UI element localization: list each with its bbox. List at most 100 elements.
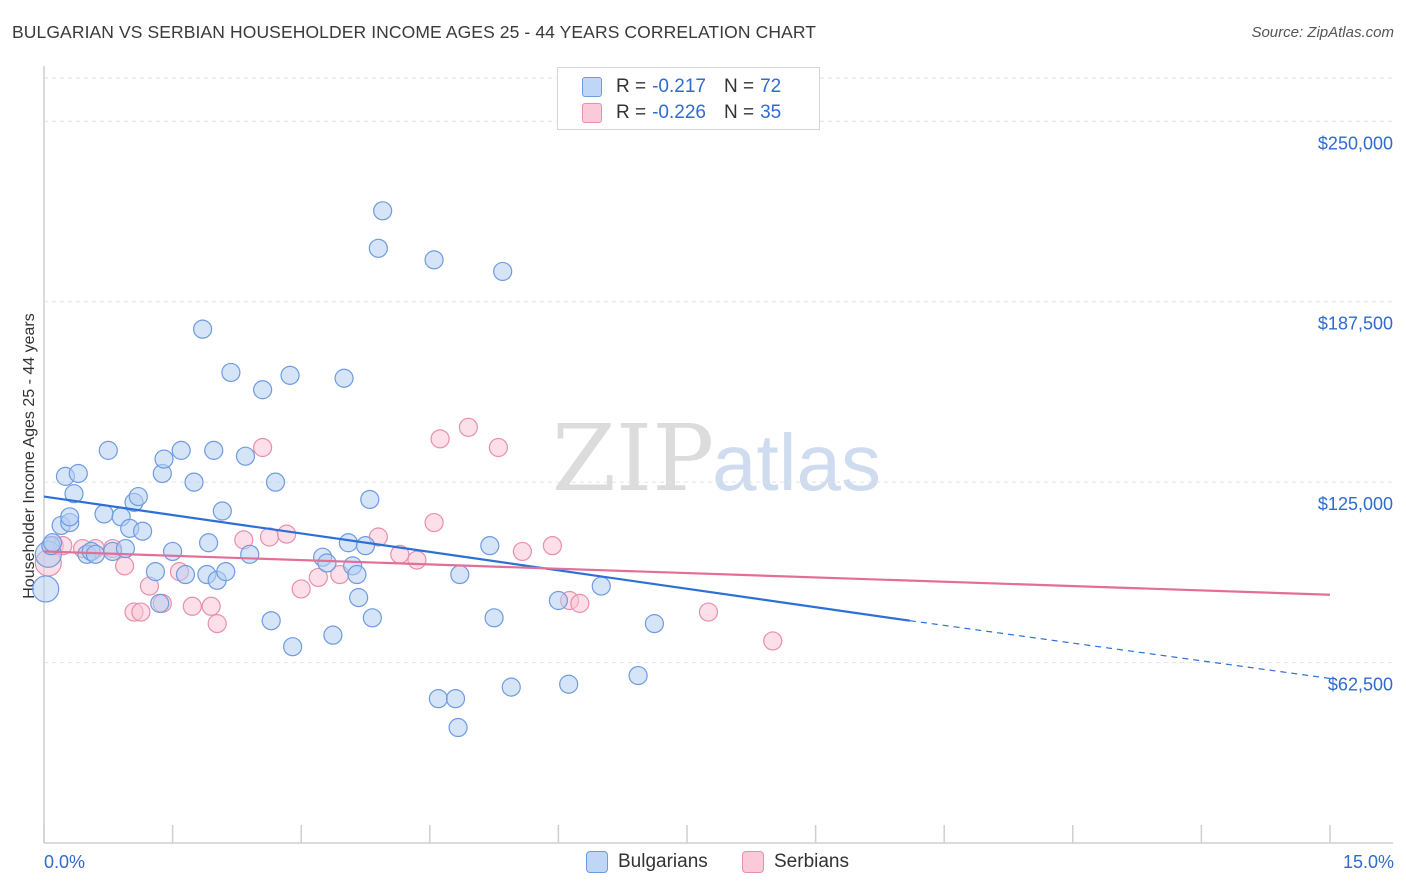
n-label: N = xyxy=(723,102,755,123)
bulgarian-point xyxy=(323,625,343,645)
bulgarian-point xyxy=(445,689,466,709)
axes xyxy=(43,66,1393,844)
bulgarian-point xyxy=(424,250,444,270)
bulgarian-point xyxy=(283,637,303,657)
serbian-swatch xyxy=(742,851,764,873)
bulgarian-point xyxy=(448,717,468,738)
bulgarian-point xyxy=(355,536,376,556)
source-label: Source: ZipAtlas.com xyxy=(1251,24,1394,41)
bulgarian-point xyxy=(68,463,88,484)
bulgarian-point xyxy=(132,521,153,541)
trend-lines xyxy=(43,495,1331,680)
y-tick-label: $125,000 xyxy=(1318,494,1393,514)
bulgarian-point xyxy=(42,533,63,553)
legend-row-serbians: R = -0.226 N = 35 xyxy=(582,100,781,126)
bulgarian-point xyxy=(644,614,665,634)
bulgarian-point xyxy=(559,674,579,694)
serbian-point xyxy=(488,437,508,458)
legend-item-serbians: Serbians xyxy=(742,851,849,873)
bulgarian-point xyxy=(347,564,367,585)
legend-item-bulgarians: Bulgarians xyxy=(586,851,708,873)
bulgarian-point xyxy=(199,533,219,553)
bulgarian-point xyxy=(212,501,232,521)
bulgarian-point xyxy=(591,576,611,596)
serbian-point xyxy=(512,541,532,562)
bulgarian-trend-extension xyxy=(909,620,1331,680)
serbian-trend-line xyxy=(43,550,1331,596)
bulgarian-point xyxy=(175,564,196,585)
bulgarian-point xyxy=(240,544,260,564)
bulgarian-point xyxy=(368,238,388,258)
y-tick-labels: $62,500 $125,000 $187,500 $250,000 xyxy=(1318,133,1393,694)
bulgarian-point xyxy=(265,472,286,492)
bulgarian-point xyxy=(154,449,174,469)
bulgarian-point xyxy=(349,588,369,608)
bulgarian-point xyxy=(94,504,114,524)
bulgarian-point xyxy=(334,368,354,388)
y-tick-label: $62,500 xyxy=(1328,675,1393,695)
bulgarian-point xyxy=(221,362,241,383)
bulgarian-point xyxy=(171,440,191,460)
serbian-point xyxy=(698,602,719,622)
bulgarian-point xyxy=(373,201,393,221)
bulgarian-trend-line xyxy=(43,495,911,622)
serbian-point xyxy=(407,550,427,570)
bulgarian-point xyxy=(548,590,569,611)
bulgarian-swatch xyxy=(586,851,608,873)
serbian-point xyxy=(424,512,444,533)
n-value-serbians: 35 xyxy=(760,102,782,123)
serbian-point xyxy=(430,429,450,449)
legend-row-bulgarians: R = -0.217 N = 72 xyxy=(582,74,781,100)
bulgarian-point xyxy=(362,608,382,628)
serbian-point xyxy=(253,437,273,458)
bulgarian-point xyxy=(280,365,300,385)
watermark-atlas: atlas xyxy=(712,418,881,507)
series-legend: Bulgarians Serbians xyxy=(0,851,1406,877)
serbian-point xyxy=(570,593,590,613)
bulgarian-point xyxy=(32,575,60,603)
serbian-point xyxy=(308,567,328,588)
y-tick-label: $250,000 xyxy=(1318,133,1393,153)
bulgarian-point xyxy=(64,484,84,504)
serbian-point xyxy=(114,556,135,576)
bulgarian-point xyxy=(450,564,470,585)
bulgarian-point xyxy=(428,689,448,709)
bulgarian-point xyxy=(145,562,166,582)
serbian-point xyxy=(277,524,297,544)
r-value-bulgarians: -0.217 xyxy=(652,76,706,97)
serbian-swatch xyxy=(582,103,602,123)
bulgarian-points xyxy=(32,201,665,738)
bulgarian-point xyxy=(261,611,281,631)
bulgarian-point xyxy=(150,593,170,613)
r-label: R = xyxy=(616,102,647,123)
bulgarian-point xyxy=(628,665,648,686)
serbian-point xyxy=(182,596,202,616)
bulgarian-point xyxy=(360,489,380,510)
bulgarian-point xyxy=(193,319,213,339)
legend-label-bulgarians: Bulgarians xyxy=(618,851,708,872)
legend-label-serbians: Serbians xyxy=(774,851,849,872)
serbian-point xyxy=(131,602,151,622)
bulgarian-point xyxy=(128,486,148,507)
r-label: R = xyxy=(616,76,647,97)
serbian-point xyxy=(207,614,227,634)
bulgarian-point xyxy=(501,677,521,697)
bulgarian-point xyxy=(216,562,236,582)
bulgarian-point xyxy=(235,446,256,466)
n-label: N = xyxy=(723,76,755,97)
bulgarian-point xyxy=(253,380,273,400)
bulgarian-point xyxy=(60,507,80,527)
serbian-point xyxy=(458,417,478,437)
bulgarian-point xyxy=(163,541,183,562)
bulgarian-swatch xyxy=(582,77,602,97)
r-value-serbians: -0.226 xyxy=(652,102,706,123)
correlation-legend: R = -0.217 N = 72 R = -0.226 N = 35 xyxy=(557,67,820,130)
bulgarian-point xyxy=(480,536,500,556)
n-value-bulgarians: 72 xyxy=(760,76,782,97)
bulgarian-point xyxy=(493,261,513,282)
bulgarian-point xyxy=(317,553,337,573)
serbian-point xyxy=(542,536,562,556)
bulgarian-point xyxy=(184,472,204,492)
x-tick-max: 15.0% xyxy=(1342,852,1394,872)
